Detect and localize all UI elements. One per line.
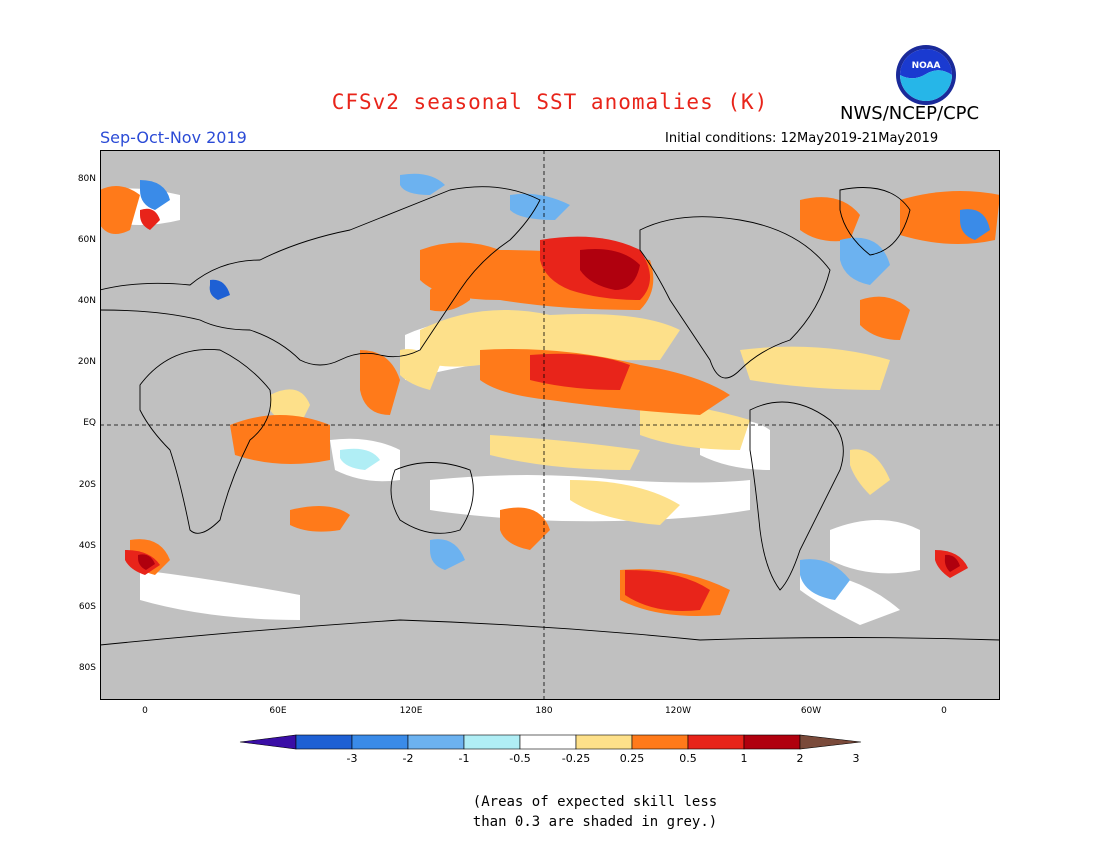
noaa-logo-text: NOAA bbox=[912, 61, 941, 71]
colorbar-label: -1 bbox=[458, 752, 470, 765]
colorbar-label: 0.25 bbox=[619, 752, 645, 765]
latitude-label: 20N bbox=[77, 357, 96, 367]
colorbar-label: -0.5 bbox=[509, 752, 531, 765]
colorbar-label: 0.5 bbox=[679, 752, 697, 765]
noaa-logo-icon: NOAA bbox=[896, 45, 956, 105]
longitude-label: 60W bbox=[800, 706, 822, 716]
latitude-label: 40N bbox=[77, 296, 96, 306]
latitude-label: 80S bbox=[78, 663, 96, 673]
colorbar-segment bbox=[743, 734, 801, 750]
colorbar-segment bbox=[575, 734, 633, 750]
colorbar-segment bbox=[687, 734, 745, 750]
skill-note: (Areas of expected skill less than 0.3 a… bbox=[440, 792, 750, 832]
colorbar-segment bbox=[631, 734, 689, 750]
colorbar bbox=[239, 734, 862, 750]
latitude-label: 40S bbox=[78, 541, 96, 551]
anomaly-shading bbox=[100, 173, 1000, 625]
skill-note-line1: (Areas of expected skill less bbox=[472, 794, 718, 810]
agency-label: NWS/NCEP/CPC bbox=[840, 103, 980, 124]
longitude-label: 0 bbox=[941, 706, 947, 716]
coastlines bbox=[100, 186, 1000, 646]
colorbar-segment bbox=[407, 734, 465, 750]
colorbar-label: 2 bbox=[796, 752, 804, 765]
longitude-label: 0 bbox=[142, 706, 148, 716]
longitude-label: 60E bbox=[269, 706, 287, 716]
colorbar-segment bbox=[351, 734, 409, 750]
longitude-label: 120E bbox=[399, 706, 423, 716]
initial-conditions-label: Initial conditions: 12May2019-21May2019 bbox=[665, 131, 939, 146]
latitude-label: 20S bbox=[78, 480, 96, 490]
longitude-label: 120W bbox=[664, 706, 692, 716]
colorbar-low-arrow bbox=[239, 734, 297, 750]
colorbar-label: 1 bbox=[740, 752, 748, 765]
longitude-label: 180 bbox=[535, 706, 553, 716]
colorbar-high-arrow bbox=[799, 734, 862, 750]
sst-anomaly-map bbox=[100, 150, 1000, 700]
skill-note-line2: than 0.3 are shaded in grey.) bbox=[472, 814, 718, 830]
latitude-label: 80N bbox=[77, 174, 96, 184]
latitude-label: EQ bbox=[83, 418, 96, 428]
colorbar-label: -0.25 bbox=[561, 752, 591, 765]
colorbar-segment bbox=[519, 734, 577, 750]
season-label: Sep-Oct-Nov 2019 bbox=[100, 128, 247, 147]
colorbar-label: -3 bbox=[346, 752, 358, 765]
latitude-label: 60N bbox=[77, 235, 96, 245]
chart-title: CFSv2 seasonal SST anomalies (K) bbox=[331, 90, 769, 114]
colorbar-label: -2 bbox=[402, 752, 414, 765]
colorbar-segment bbox=[463, 734, 521, 750]
colorbar-label: 3 bbox=[852, 752, 860, 765]
latitude-label: 60S bbox=[78, 602, 96, 612]
reference-lines bbox=[100, 150, 1000, 700]
colorbar-segment bbox=[295, 734, 353, 750]
